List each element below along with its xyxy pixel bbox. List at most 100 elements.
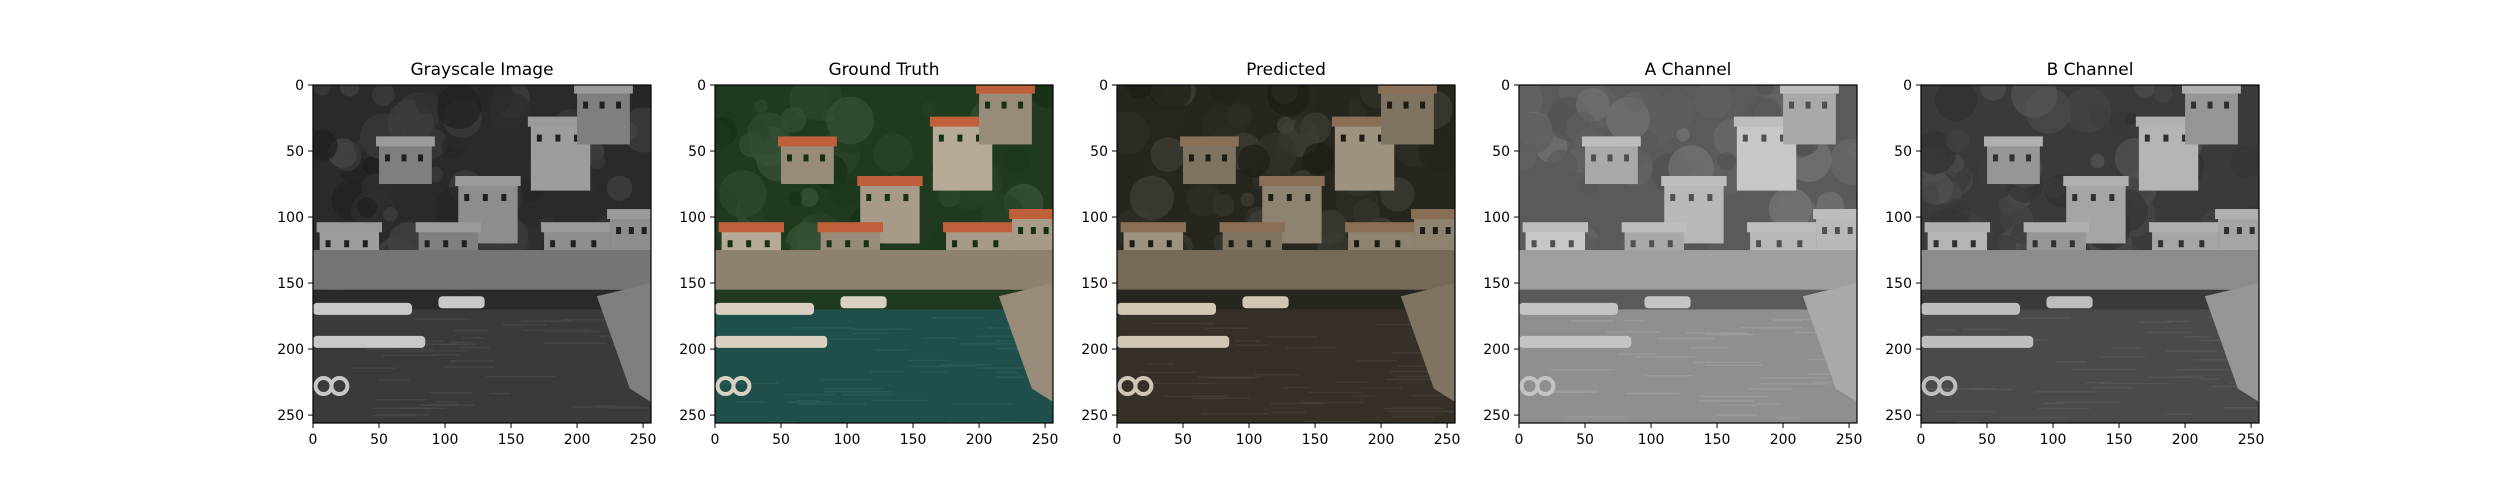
x-tick-label: 150 [1704,432,1731,448]
water-ripple [1385,407,1445,410]
window [884,194,890,202]
water-ripple [951,403,1014,405]
x-tick-label: 50 [772,432,790,448]
water-ripple [1235,344,1270,346]
window [2069,240,2075,248]
water-ripple [1140,371,1196,374]
window [903,194,909,202]
window [2224,227,2230,235]
foliage-blob [1150,137,1186,172]
waterfront-buildings [1519,250,1857,290]
boat [1519,302,1619,315]
window [1228,240,1234,248]
x-tick-label: 200 [1770,432,1797,448]
water-ripple [911,365,978,368]
water-ripple [521,320,574,322]
roof [718,222,785,233]
window [1445,227,1451,235]
x-tick-label: 50 [1174,432,1192,448]
subplot-3: Predicted 0 50 100 150 200 250 0 50 100 150 200 250 [1081,60,1460,448]
x-tick-label: 50 [1576,432,1594,448]
x-tick-label: 0 [1917,432,1926,448]
x-tick-label: 50 [1978,432,1996,448]
water-ripple [436,401,457,403]
window [616,227,622,235]
water-ripple [2099,382,2169,385]
water [1519,309,1857,423]
water-ripple [399,350,468,352]
roof [1813,209,1857,220]
water-ripple [2001,416,2068,419]
water [1921,309,2259,423]
water-ripple [2211,385,2253,388]
foliage-blob [1624,91,1644,112]
y-tick-label: 0 [697,78,706,94]
boat [1242,296,1289,309]
house [1183,144,1236,185]
roof [976,85,1035,94]
subplot-1: Grayscale Image 0 50 100 150 200 250 0 50 100 150 2… [277,60,656,448]
roof [1582,136,1641,147]
water-ripple [450,341,473,344]
waterfront-buildings [715,250,1053,290]
foliage-blob [1756,85,1775,96]
y-tick-label: 50 [688,144,706,160]
x-tick-label: 150 [498,432,525,448]
y-tick-label: 150 [679,276,706,292]
water-ripple [1720,404,1758,407]
foliage-blob [383,206,398,222]
water-ripple [1448,411,1455,414]
water-ripple [995,371,1018,374]
water-ripple [1625,392,1680,395]
foliage-blob [1208,85,1241,105]
window [957,134,963,142]
foliage-blob [1276,116,1295,135]
roof [929,116,996,127]
pier [2204,283,2259,402]
water-ripple [842,393,892,396]
water-ripple [2145,331,2192,334]
window [2158,240,2164,248]
foliage-blob [1240,192,1255,207]
window [993,240,999,248]
water-ripple [351,367,396,369]
roof [1621,222,1688,233]
x-tick-label: 150 [1302,432,1329,448]
water-ripple [874,349,908,351]
foliage-blob [829,176,862,208]
y-tick-label: 50 [1090,144,1108,160]
x-tick-label: 100 [834,432,861,448]
window [2090,194,2096,202]
foliage-blob [1676,128,1690,142]
water-ripple [2139,321,2172,323]
water-ripple [1192,397,1251,400]
roof [1924,222,1991,233]
water-ripple [852,332,889,335]
window [1148,240,1154,248]
window [1688,194,1694,202]
water-ripple [977,367,1023,369]
water-ripple [1393,352,1426,354]
window [555,134,561,142]
boat [715,335,828,348]
window [1205,154,1211,162]
roof [2135,116,2202,127]
window [803,154,809,162]
roof [1120,222,1187,233]
x-tick-label: 100 [1638,432,1665,448]
tire [1133,376,1154,397]
water-ripple [2042,402,2066,404]
roof [1345,222,1418,233]
window [616,101,622,109]
water-ripple [462,337,484,339]
window [866,194,872,202]
boat [438,296,485,309]
window [1797,240,1803,248]
tire [1535,376,1556,397]
x-tick-label: 50 [370,432,388,448]
water-ripple [1748,388,1793,390]
water-ripple [1336,381,1368,383]
foliage-blob [1717,152,1737,171]
water-ripple [1705,364,1763,366]
